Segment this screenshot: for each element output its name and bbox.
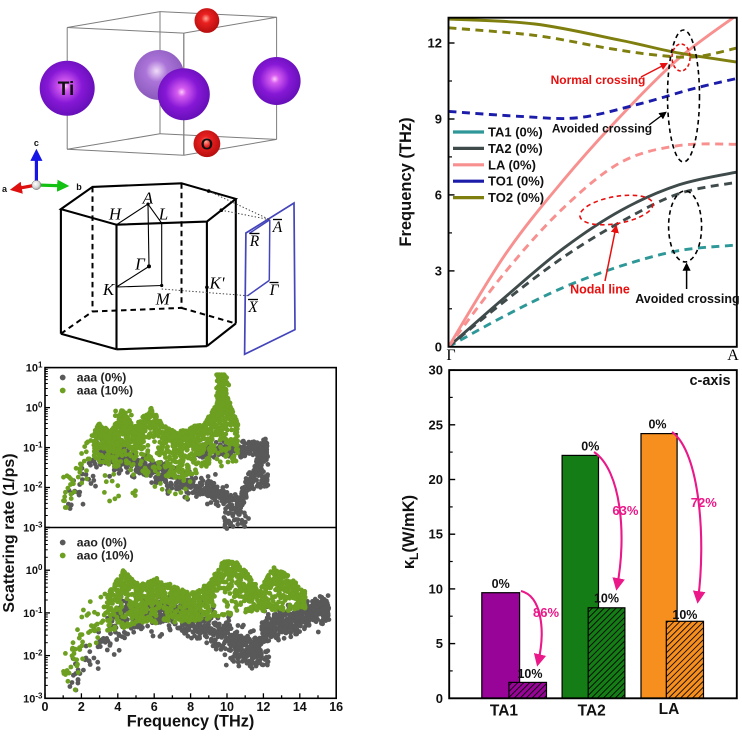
svg-text:8: 8 <box>187 700 194 714</box>
svg-text:L: L <box>158 205 168 224</box>
svg-text:6: 6 <box>151 700 158 714</box>
svg-text:M: M <box>155 290 171 309</box>
svg-text:R: R <box>249 233 260 250</box>
svg-text:16: 16 <box>329 700 343 714</box>
svg-text:c: c <box>34 138 39 148</box>
svg-text:K': K' <box>209 274 225 293</box>
svg-text:K: K <box>102 280 116 299</box>
svg-text:Γ: Γ <box>134 255 146 274</box>
svg-text:A: A <box>272 219 283 236</box>
svg-text:0: 0 <box>42 700 49 714</box>
svg-text:H: H <box>108 205 123 224</box>
svg-text:4: 4 <box>114 700 121 714</box>
svg-text:2: 2 <box>78 700 85 714</box>
svg-text:12: 12 <box>256 700 270 714</box>
svg-text:Ti: Ti <box>58 79 75 100</box>
svg-text:a: a <box>2 184 8 194</box>
svg-text:Scattering rate (1/ps): Scattering rate (1/ps) <box>1 453 18 612</box>
svg-text:A: A <box>142 189 154 208</box>
svg-text:Frequency (THz): Frequency (THz) <box>127 712 255 730</box>
svg-text:X: X <box>247 299 258 316</box>
svg-text:Γ: Γ <box>269 282 280 299</box>
svg-text:10: 10 <box>220 700 234 714</box>
svg-text:O: O <box>201 137 213 154</box>
svg-text:14: 14 <box>293 700 307 714</box>
svg-text:b: b <box>76 182 82 192</box>
